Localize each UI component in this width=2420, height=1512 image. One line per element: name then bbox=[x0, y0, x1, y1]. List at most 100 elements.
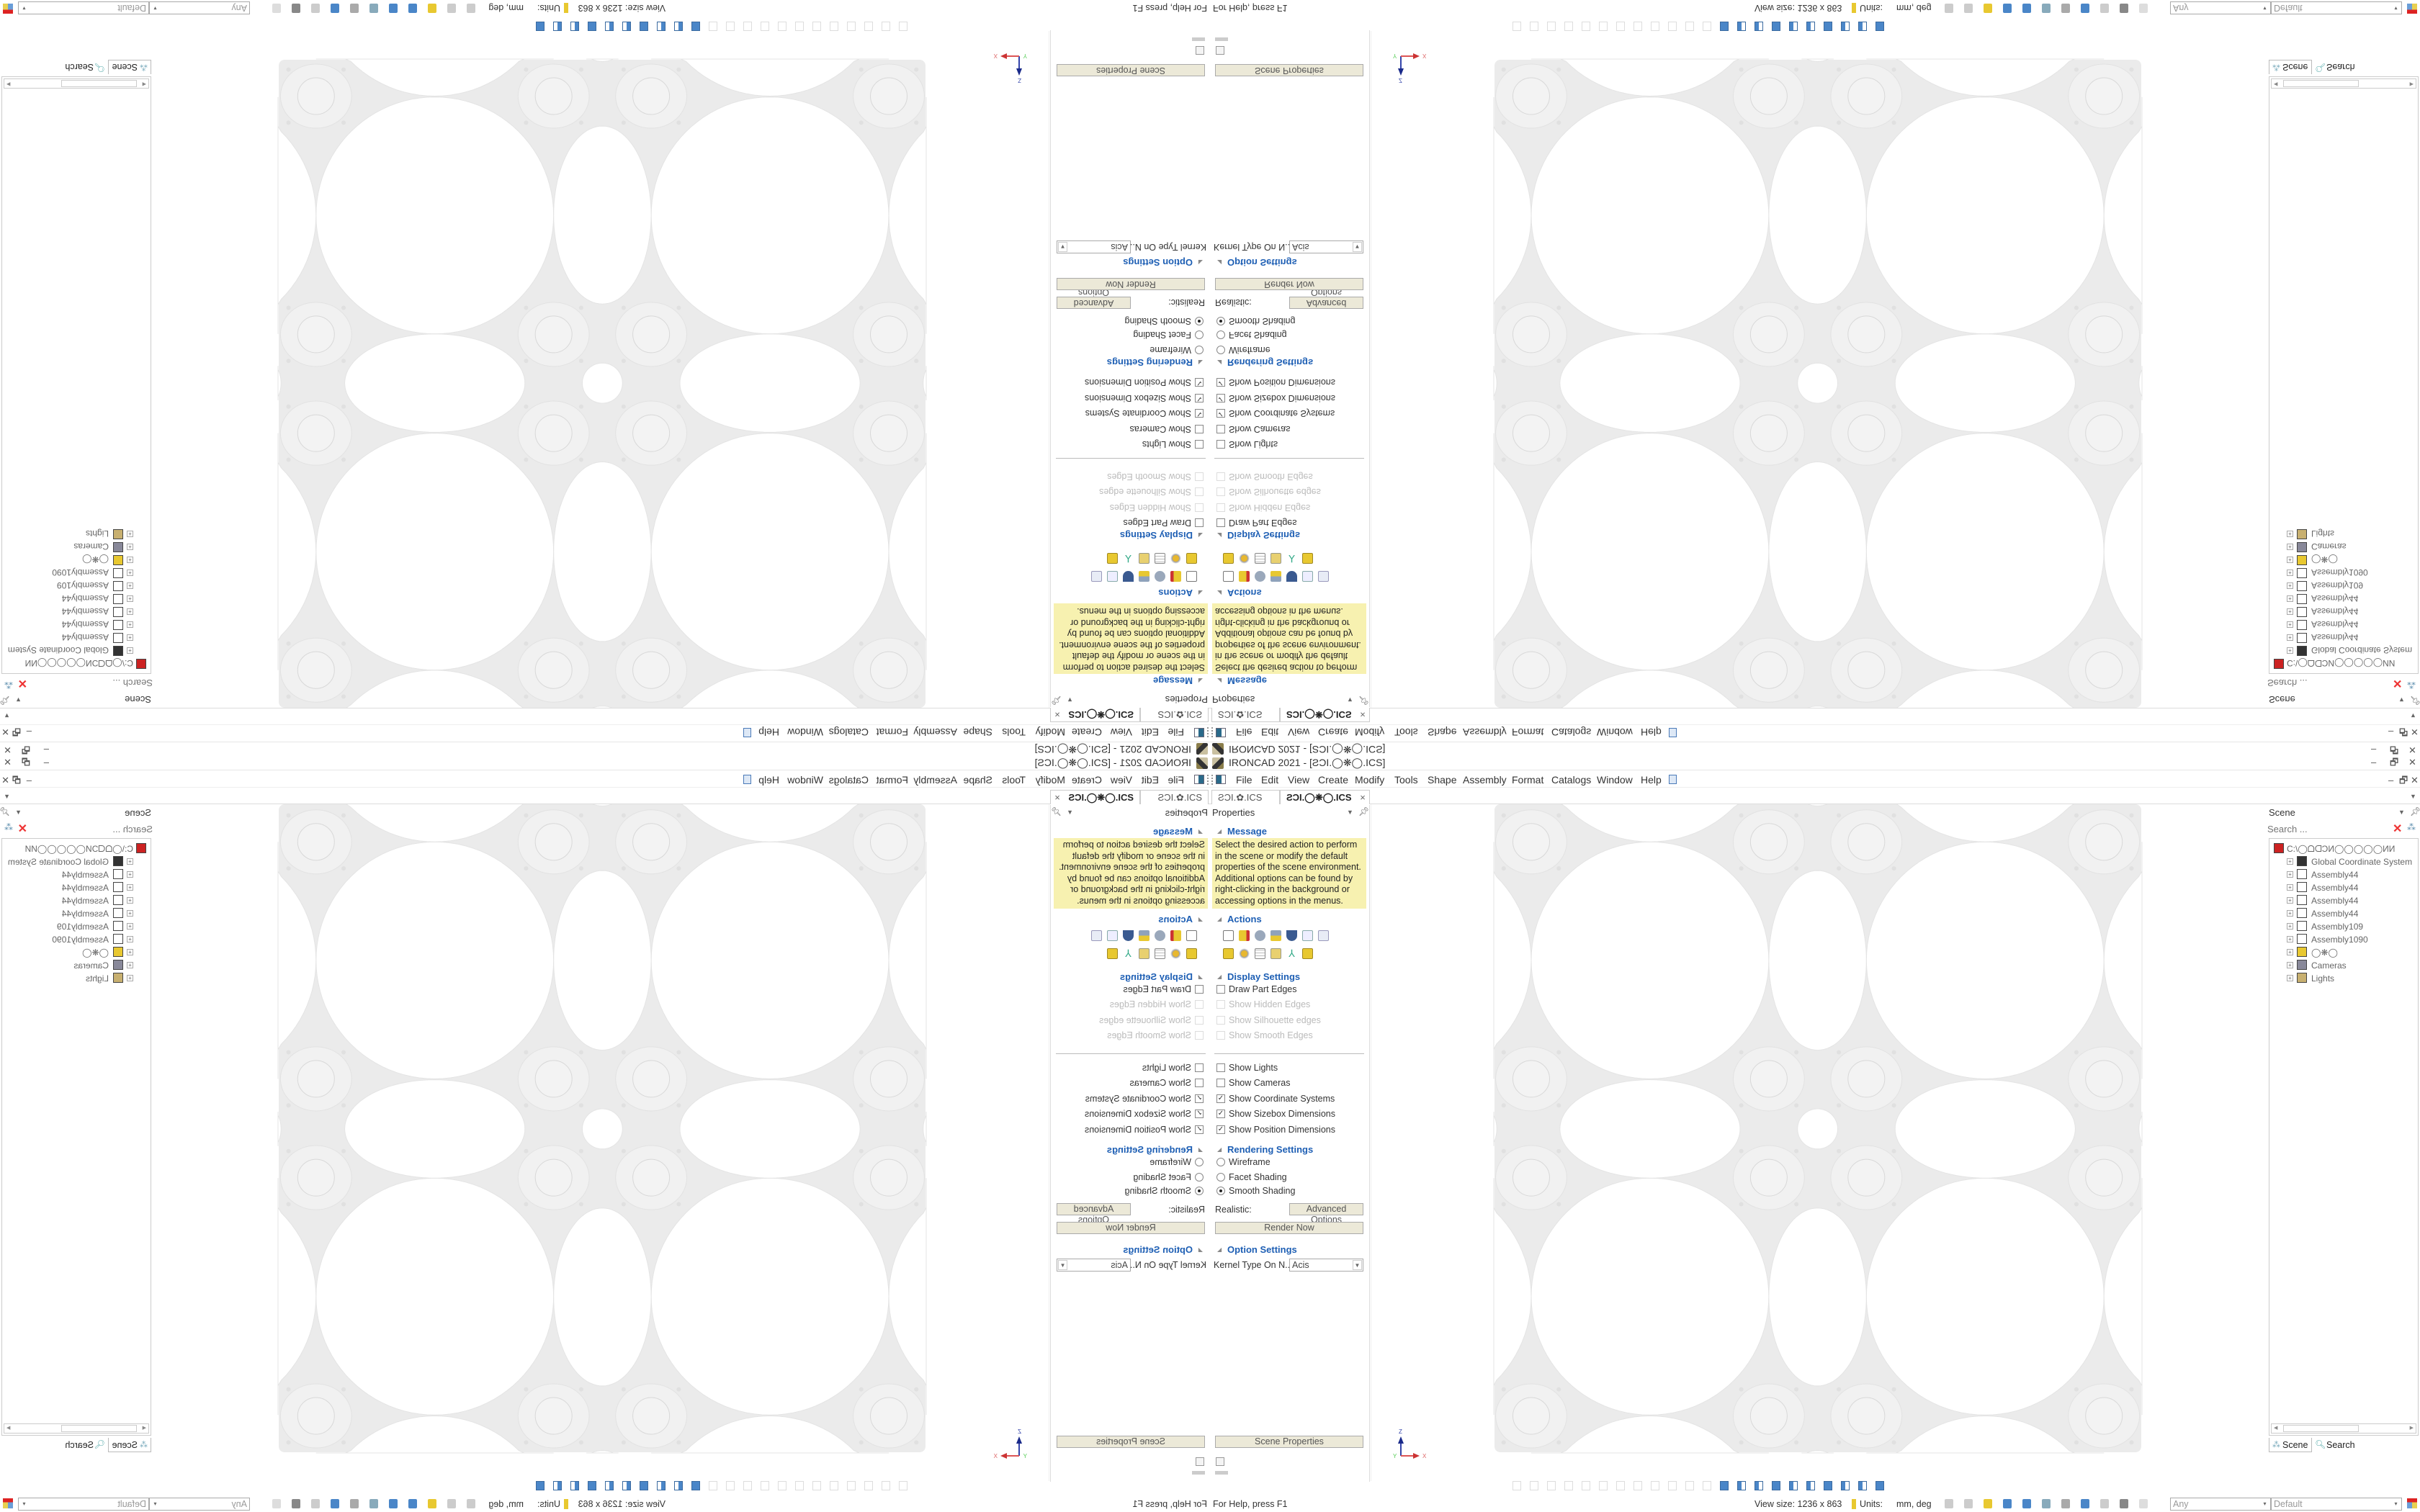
plate-model[interactable] bbox=[277, 804, 927, 1454]
glasses-icon[interactable] bbox=[2061, 1499, 2070, 1508]
shield-icon[interactable] bbox=[1123, 571, 1134, 582]
toolbar-grip[interactable] bbox=[1211, 727, 1213, 737]
menu-assembly[interactable]: Assembly bbox=[1463, 726, 1507, 738]
show-cameras-checkbox[interactable] bbox=[1216, 425, 1225, 433]
menu-modify[interactable]: Modify bbox=[1355, 726, 1385, 738]
cursor-icon[interactable] bbox=[292, 4, 300, 13]
pin-icon[interactable]: 📌︎ bbox=[1358, 696, 1370, 706]
doc-close-button[interactable]: ✕ bbox=[1, 726, 9, 737]
view-orientation-icon[interactable] bbox=[657, 1481, 666, 1490]
show-coordinate-systems-checkbox[interactable]: ✓ bbox=[1216, 409, 1225, 418]
panel-dropdown-icon[interactable]: ▼ bbox=[1067, 809, 1073, 816]
tabs-dropdown-icon[interactable]: ▼ bbox=[2410, 712, 2416, 719]
wireframe-radio[interactable] bbox=[1216, 1158, 1225, 1166]
panel-dropdown-icon[interactable]: ▼ bbox=[2398, 809, 2405, 816]
collapse-icon[interactable]: ◢ bbox=[1217, 590, 1222, 596]
search-tab[interactable]: 🔍︎ Search bbox=[65, 60, 105, 74]
menu-file[interactable]: File bbox=[1168, 774, 1184, 786]
sketch-tool-icon[interactable] bbox=[1634, 1481, 1642, 1490]
sketch-tool-icon[interactable] bbox=[761, 1481, 769, 1490]
pin-icon[interactable]: 📌︎ bbox=[1358, 806, 1370, 816]
zoom-icon[interactable] bbox=[1945, 1499, 1953, 1508]
expand-icon[interactable]: + bbox=[127, 557, 133, 563]
camera-box-icon[interactable] bbox=[1186, 948, 1197, 959]
menu-tools[interactable]: Tools bbox=[1002, 726, 1026, 738]
scene-search-input[interactable] bbox=[2267, 822, 2390, 835]
panel-splitter-handle[interactable] bbox=[1192, 37, 1205, 41]
show-position-dimensions-checkbox[interactable]: ✓ bbox=[1195, 1125, 1204, 1134]
graph-icon[interactable] bbox=[1318, 930, 1329, 941]
sketch-edit-icon[interactable] bbox=[1302, 930, 1313, 941]
scene-tree-item[interactable]: Lights bbox=[85, 973, 109, 984]
menu-window[interactable]: Window bbox=[1597, 774, 1633, 786]
view-orientation-icon[interactable] bbox=[605, 22, 614, 31]
selection-filter-select[interactable]: Any ▾ bbox=[2170, 1, 2271, 14]
undo-view-icon[interactable] bbox=[311, 1499, 320, 1508]
menu-view[interactable]: View bbox=[1288, 774, 1310, 786]
pin-icon[interactable]: 📌︎ bbox=[2410, 806, 2420, 816]
shading-icon[interactable] bbox=[331, 1499, 339, 1508]
sketch-tool-icon[interactable] bbox=[1634, 22, 1642, 31]
tab-document-1[interactable]: ƧƆI.✿.ICS bbox=[1140, 790, 1209, 804]
view-orientation-icon[interactable] bbox=[640, 22, 648, 31]
cube-icon[interactable] bbox=[408, 1499, 417, 1508]
menu-view[interactable]: View bbox=[1110, 774, 1132, 786]
panel-dropdown-icon[interactable]: ▼ bbox=[1067, 696, 1073, 703]
menu-edit[interactable]: Edit bbox=[1141, 774, 1159, 786]
expand-icon[interactable]: + bbox=[2287, 531, 2293, 537]
view-orientation-icon[interactable] bbox=[622, 1481, 631, 1490]
scene-tree-item[interactable]: C:\◯ᗝᗡƆИ◯◯◯◯◯ИИ bbox=[2287, 658, 2396, 668]
panel-layout-icon[interactable] bbox=[1216, 1457, 1224, 1466]
expand-icon[interactable]: + bbox=[2287, 621, 2293, 628]
document-icon[interactable] bbox=[1216, 728, 1226, 737]
collapse-icon[interactable]: ◢ bbox=[1198, 259, 1203, 266]
panel-dropdown-icon[interactable]: ▼ bbox=[1347, 809, 1353, 816]
calendar-icon[interactable] bbox=[1255, 553, 1265, 564]
sketch-tool-icon[interactable] bbox=[795, 22, 804, 31]
show-cameras-checkbox[interactable] bbox=[1216, 1079, 1225, 1087]
show-position-dimensions-checkbox[interactable]: ✓ bbox=[1216, 378, 1225, 387]
pin-icon[interactable]: 📌︎ bbox=[1050, 696, 1062, 706]
menu-catalogs[interactable]: Catalogs bbox=[1551, 726, 1592, 738]
help-context-icon[interactable] bbox=[743, 775, 751, 784]
gear-icon[interactable] bbox=[1239, 948, 1250, 959]
scroll-right-icon[interactable]: ▶ bbox=[6, 1426, 11, 1431]
scene-tab[interactable]: ⁂ Scene bbox=[108, 60, 151, 74]
tab-document-1[interactable]: ƧƆI.✿.ICS bbox=[1140, 708, 1209, 722]
pin-icon[interactable]: 📌︎ bbox=[0, 696, 10, 706]
render-now-button[interactable]: Render Now bbox=[1057, 278, 1205, 290]
doc-minimize-button[interactable]: – bbox=[2388, 775, 2394, 786]
scene-tree-item[interactable]: Assembly109 bbox=[56, 922, 109, 932]
sketch-tool-icon[interactable] bbox=[778, 22, 786, 31]
scene-tab[interactable]: ⁂ Scene bbox=[2269, 1438, 2312, 1452]
restore-button[interactable]: 🗗 bbox=[2390, 744, 2399, 755]
expand-icon[interactable]: + bbox=[2287, 910, 2293, 917]
3d-viewport[interactable]: Z Y X bbox=[1371, 31, 2264, 708]
scene-tree-item[interactable]: Cameras bbox=[2311, 541, 2347, 552]
glasses-icon[interactable] bbox=[2061, 4, 2070, 13]
view-orientation-icon[interactable] bbox=[1720, 22, 1729, 31]
graph-icon[interactable] bbox=[1091, 571, 1102, 582]
sketch-tool-icon[interactable] bbox=[864, 22, 873, 31]
show-cameras-checkbox[interactable] bbox=[1195, 1079, 1204, 1087]
show-position-dimensions-checkbox[interactable]: ✓ bbox=[1216, 1125, 1225, 1134]
expand-icon[interactable]: + bbox=[127, 936, 133, 942]
sketch-tool-icon[interactable] bbox=[812, 22, 821, 31]
calendar-icon[interactable] bbox=[1255, 948, 1265, 959]
units-value[interactable]: mm, deg bbox=[488, 1499, 524, 1509]
expand-icon[interactable]: + bbox=[127, 897, 133, 904]
scene-tab[interactable]: ⁂ Scene bbox=[108, 1438, 151, 1452]
sketch-tool-icon[interactable] bbox=[1582, 22, 1590, 31]
expand-icon[interactable]: + bbox=[2287, 975, 2293, 981]
sketch-tool-icon[interactable] bbox=[1599, 1481, 1608, 1490]
scene-properties-button[interactable]: Scene Properties bbox=[1215, 1436, 1363, 1448]
sketch-tool-icon[interactable] bbox=[882, 22, 890, 31]
person-icon[interactable] bbox=[389, 4, 398, 13]
expand-icon[interactable]: + bbox=[2287, 634, 2293, 641]
show-sizebox-dimensions-checkbox[interactable]: ✓ bbox=[1195, 1110, 1204, 1118]
scene-tree-item[interactable]: Assembly44 bbox=[61, 909, 109, 919]
clear-search-icon[interactable]: ✕ bbox=[2393, 677, 2403, 689]
menu-modify[interactable]: Modify bbox=[1355, 774, 1385, 786]
sketch-tool-icon[interactable] bbox=[1512, 22, 1521, 31]
menu-catalogs[interactable]: Catalogs bbox=[1551, 774, 1592, 786]
